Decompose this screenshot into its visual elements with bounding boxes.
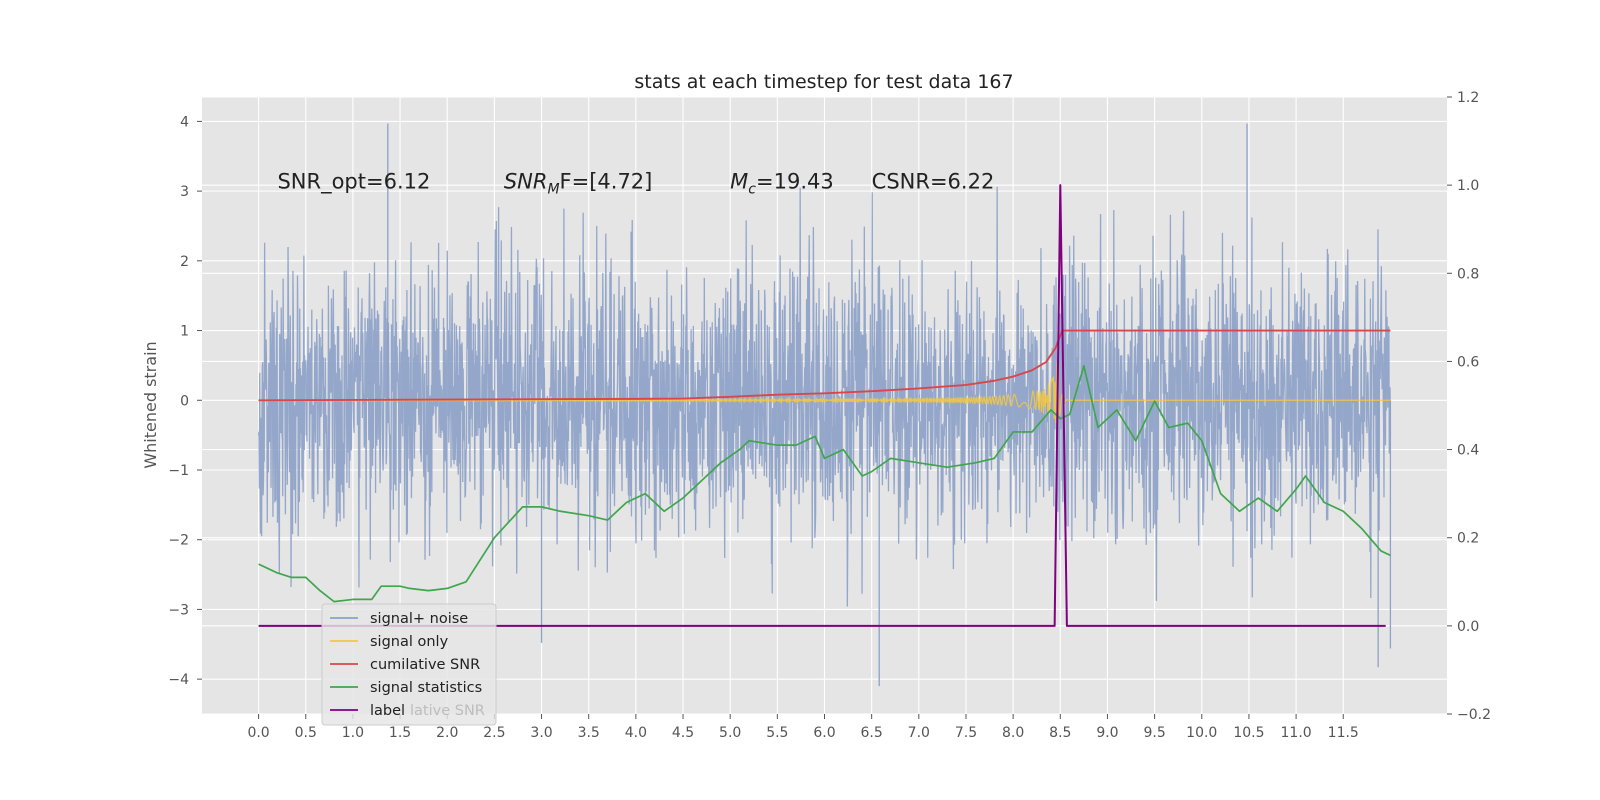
legend-label: signal only (370, 634, 449, 650)
y-tick-label: −2 (168, 533, 189, 549)
x-tick-label: 4.5 (672, 725, 694, 741)
y-tick-label: 3 (180, 184, 189, 200)
y-tick-label: −1 (168, 463, 189, 479)
x-tick-label: 3.0 (530, 725, 552, 741)
x-tick-label: 6.5 (861, 725, 883, 741)
x-tick-label: 5.5 (766, 725, 788, 741)
x-tick-label: 3.5 (578, 725, 600, 741)
x-tick-label: 1.5 (389, 725, 411, 741)
y-tick-label: 4 (180, 114, 189, 130)
x-tick-label: 2.5 (483, 725, 505, 741)
x-tick-label: 7.0 (908, 725, 930, 741)
y-tick-label: 1 (180, 324, 189, 340)
y2-tick-label: 0.0 (1457, 619, 1479, 635)
y2-tick-label: 0.8 (1457, 266, 1479, 282)
y2-tick-label: −0.2 (1457, 707, 1491, 723)
x-tick-label: 1.0 (342, 725, 364, 741)
legend: signal+ noise signal only cumilative SNR si… (321, 603, 497, 726)
annotation-0: SNR_opt=6.12 (277, 170, 430, 195)
legend-box (321, 603, 497, 726)
x-tick-label: 11.0 (1281, 725, 1312, 741)
annotations: SNR_opt=6.12 SNRMF=[4.72] Mc=19.43 CSNR=6.2… (277, 170, 994, 198)
y2-tick-label: 1.0 (1457, 178, 1479, 194)
series-signal-statistics (258, 364, 1391, 603)
x-tick-label: 9.5 (1143, 725, 1165, 741)
plot-area (257, 123, 1392, 687)
legend-label: signal statistics (370, 680, 482, 696)
x-tick-label: 4.0 (625, 725, 647, 741)
x-tick-label: 2.0 (436, 725, 458, 741)
x-tick-label: 10.5 (1233, 725, 1264, 741)
x-tick-label: 5.0 (719, 725, 741, 741)
x-tick-label: 0.5 (295, 725, 317, 741)
annotation-math-subscript: M (547, 182, 559, 198)
y2-tick-label: 0.4 (1457, 443, 1479, 459)
x-tick-label: 10.0 (1186, 725, 1217, 741)
y-tick-label: 0 (180, 393, 189, 409)
x-tick-label: 8.5 (1049, 725, 1071, 741)
annotation-math-prefix: SNR (504, 170, 548, 194)
annotation-2: Mc=19.43 (730, 170, 834, 198)
x-tick-label: 8.0 (1002, 725, 1024, 741)
legend-label: cumilative SNR (370, 657, 480, 673)
annotation-math-suffix: F=[4.72] (560, 170, 653, 194)
x-tick-label: 6.0 (813, 725, 835, 741)
y2-tick-label: 0.2 (1457, 531, 1479, 547)
annotation-math-suffix: =19.43 (756, 170, 834, 194)
annotation-3: CSNR=6.22 (872, 170, 995, 194)
y-tick-label: −3 (168, 602, 189, 618)
legend-label: label (370, 703, 405, 719)
x-tick-label: 11.5 (1328, 725, 1359, 741)
y2-tick-label: 1.2 (1457, 90, 1479, 106)
series-signal-plus-noise (257, 186, 1392, 607)
y-tick-label: 2 (180, 254, 189, 270)
chart-title: stats at each timestep for test data 167 (634, 71, 1013, 93)
annotation-1: SNRMF=[4.72] (504, 170, 653, 198)
axes: 0.0 0.5 1.0 1.5 2.0 2.5 3.0 3.5 4.0 4.5 5.0 5.5 6.0 6… (168, 90, 1491, 741)
y-tick-label: −4 (168, 672, 189, 688)
annotation-math-prefix: M (730, 170, 748, 194)
series-label (258, 184, 1386, 627)
legend-label: signal+ noise (370, 611, 468, 627)
x-tick-label: 7.5 (955, 725, 977, 741)
series-signal-only (258, 361, 1391, 424)
x-tick-label: 9.0 (1096, 725, 1118, 741)
y2-tick-label: 0.6 (1457, 354, 1479, 370)
annotation-math-subscript: c (748, 182, 756, 198)
legend-ghost-text: lative SNR (410, 703, 485, 719)
x-tick-label: 0.0 (247, 725, 269, 741)
y-axis-label: Whitened strain (141, 341, 160, 468)
series-cumilative-snr (258, 329, 1391, 402)
